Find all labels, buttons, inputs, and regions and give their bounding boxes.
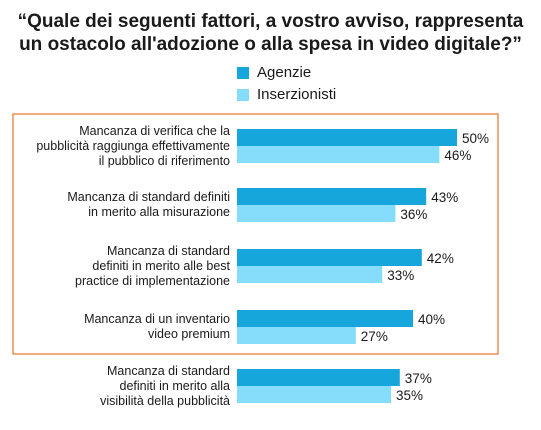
category-label: Mancanza di verifica che la pubblicità r… [36, 123, 230, 168]
bar-inserzionisti [237, 146, 440, 163]
data-label: 42% [427, 251, 454, 266]
category-label: Mancanza di un inventario video premium [84, 312, 230, 341]
data-label: 36% [400, 207, 427, 222]
legend-swatch-2 [237, 89, 249, 101]
data-label: 37% [405, 371, 432, 386]
legend-swatch-1 [237, 67, 249, 79]
category-label: Mancanza di standard definiti in merito … [100, 363, 230, 408]
data-label: 46% [444, 148, 471, 163]
bar-agenzie [237, 129, 457, 146]
category-label: Mancanza di standard definiti in merito … [67, 190, 230, 219]
data-label: 50% [462, 131, 489, 146]
data-label: 40% [418, 312, 445, 327]
legend-label-2: Inserzionisti [257, 86, 337, 103]
category-label: Mancanza di standard definiti in merito … [75, 243, 230, 288]
legend-label-1: Agenzie [257, 64, 312, 81]
bar-inserzionisti [237, 205, 396, 222]
data-label: 27% [361, 329, 388, 344]
data-label: 43% [431, 190, 458, 205]
data-label: 35% [396, 388, 423, 403]
chart-title: “Quale dei seguenti fattori, a vostro av… [17, 11, 524, 55]
bar-inserzionisti [237, 386, 391, 403]
bar-agenzie [237, 188, 427, 205]
highlight-box [12, 113, 499, 355]
data-label: 33% [387, 268, 414, 283]
bar-agenzie [237, 310, 413, 327]
bar-agenzie [237, 249, 422, 266]
bar-inserzionisti [237, 327, 356, 344]
bar-agenzie [237, 369, 400, 386]
bar-inserzionisti [237, 266, 383, 283]
